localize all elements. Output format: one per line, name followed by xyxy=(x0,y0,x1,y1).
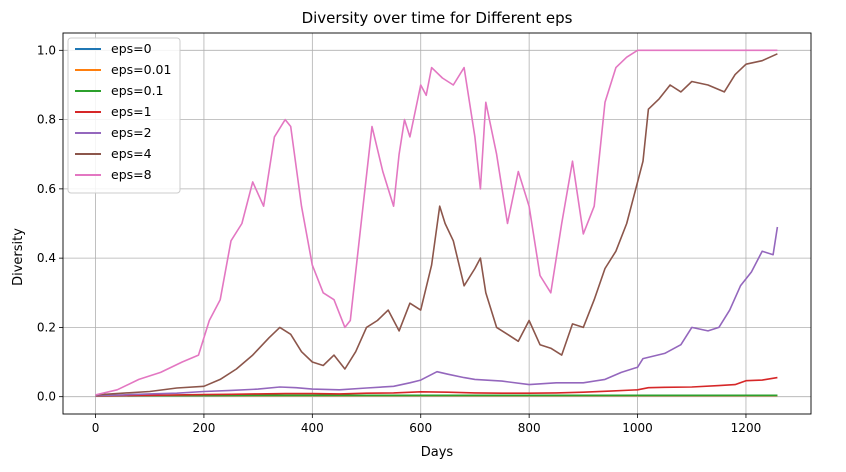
legend-label: eps=4 xyxy=(111,146,152,161)
x-tick-label: 200 xyxy=(192,421,215,435)
series-line-eps-0-1 xyxy=(95,394,778,397)
y-tick-label: 1.0 xyxy=(37,43,56,57)
y-tick-label: 0.8 xyxy=(37,113,56,127)
x-axis-label: Days xyxy=(421,445,454,460)
x-tick-label: 0 xyxy=(92,421,100,435)
legend-label: eps=1 xyxy=(111,104,152,119)
plot-frame xyxy=(62,32,812,415)
x-tick-label: 600 xyxy=(409,421,432,435)
series-line-eps-4 xyxy=(95,53,778,396)
series-line-eps-1 xyxy=(95,376,778,397)
x-tick-label: 1000 xyxy=(622,421,653,435)
axis-ticks: 0 200 400 600 800 1000 1200 0.0 0.2 0.4 0.6 0.8 1.0 xyxy=(37,43,761,435)
y-tick-label: 0.2 xyxy=(37,320,56,334)
y-tick-label: 0.4 xyxy=(37,251,56,265)
y-tick-label: 0.0 xyxy=(37,390,56,404)
x-tick-label: 800 xyxy=(518,421,541,435)
grid xyxy=(63,33,811,414)
series-line-eps-2 xyxy=(95,226,779,397)
series-line-eps-8 xyxy=(95,49,778,396)
legend: eps=0 eps=0.01 eps=0.1 eps=1 eps=2 eps=4 eps=8 xyxy=(67,37,181,194)
legend-label: eps=8 xyxy=(111,167,152,182)
series-lines xyxy=(95,49,779,397)
legend-label: eps=2 xyxy=(111,125,152,140)
legend-label: eps=0.01 xyxy=(111,62,171,77)
chart-title: Diversity over time for Different eps xyxy=(302,9,573,27)
legend-label: eps=0.1 xyxy=(111,83,164,98)
x-tick-label: 400 xyxy=(301,421,324,435)
x-tick-label: 1200 xyxy=(731,421,762,435)
legend-label: eps=0 xyxy=(111,41,152,56)
y-tick-label: 0.6 xyxy=(37,182,56,196)
y-axis-label: Diversity xyxy=(11,228,26,286)
